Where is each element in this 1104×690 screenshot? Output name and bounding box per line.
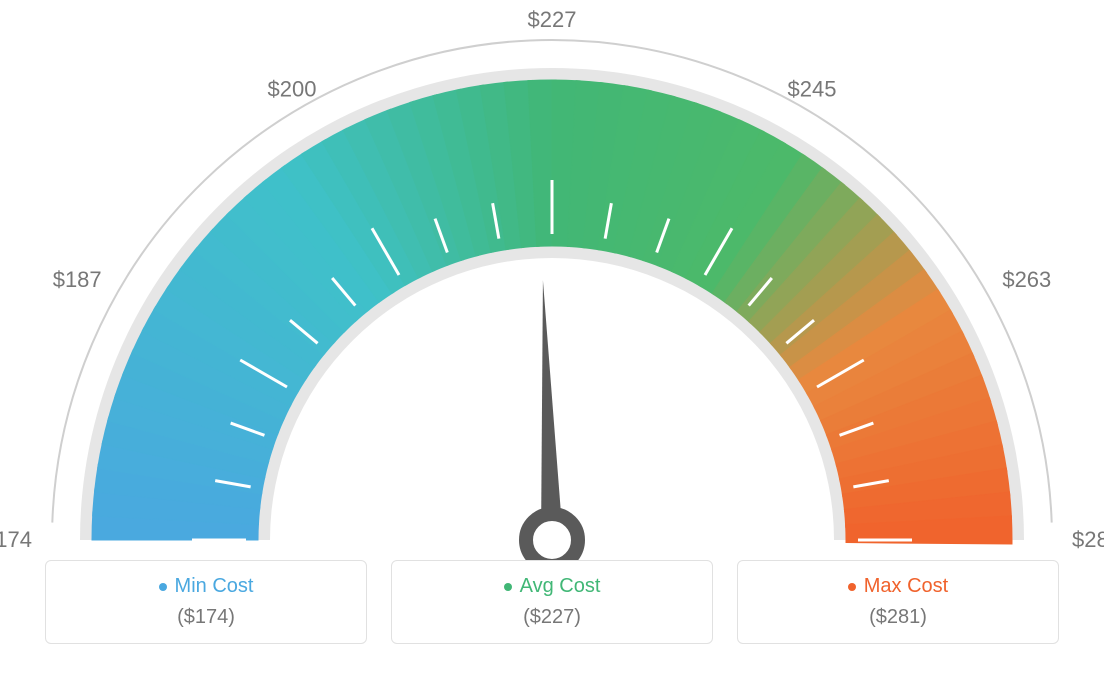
avg-dot-icon: [504, 583, 512, 591]
gauge-tick-label: $174: [0, 527, 32, 552]
gauge-svg: $174 $187 $200 $227 $245 $263 $281: [0, 0, 1104, 560]
gauge-tick-label: $281: [1072, 527, 1104, 552]
legend-avg-label: Avg Cost: [520, 575, 601, 598]
legend-card-avg: Avg Cost ($227): [391, 560, 713, 644]
cost-gauge: $174 $187 $200 $227 $245 $263 $281: [0, 0, 1104, 560]
legend-max-label: Max Cost: [864, 575, 948, 598]
legend-row: Min Cost ($174) Avg Cost ($227) Max Cost…: [0, 560, 1104, 664]
gauge-tick-label: $245: [788, 77, 837, 102]
legend-min-value: ($174): [56, 606, 356, 629]
legend-max-value: ($281): [748, 606, 1048, 629]
gauge-tick-label: $187: [53, 267, 102, 292]
gauge-needle: [541, 280, 563, 540]
legend-title-avg: Avg Cost: [504, 575, 601, 598]
legend-card-max: Max Cost ($281): [737, 560, 1059, 644]
gauge-tick-label: $263: [1002, 267, 1051, 292]
legend-avg-value: ($227): [402, 606, 702, 629]
gauge-tick-label: $227: [528, 7, 577, 32]
legend-min-label: Min Cost: [175, 575, 254, 598]
legend-title-max: Max Cost: [848, 575, 948, 598]
min-dot-icon: [159, 583, 167, 591]
max-dot-icon: [848, 583, 856, 591]
legend-card-min: Min Cost ($174): [45, 560, 367, 644]
gauge-hub-icon: [526, 514, 578, 560]
legend-title-min: Min Cost: [159, 575, 254, 598]
gauge-tick-label: $200: [268, 77, 317, 102]
